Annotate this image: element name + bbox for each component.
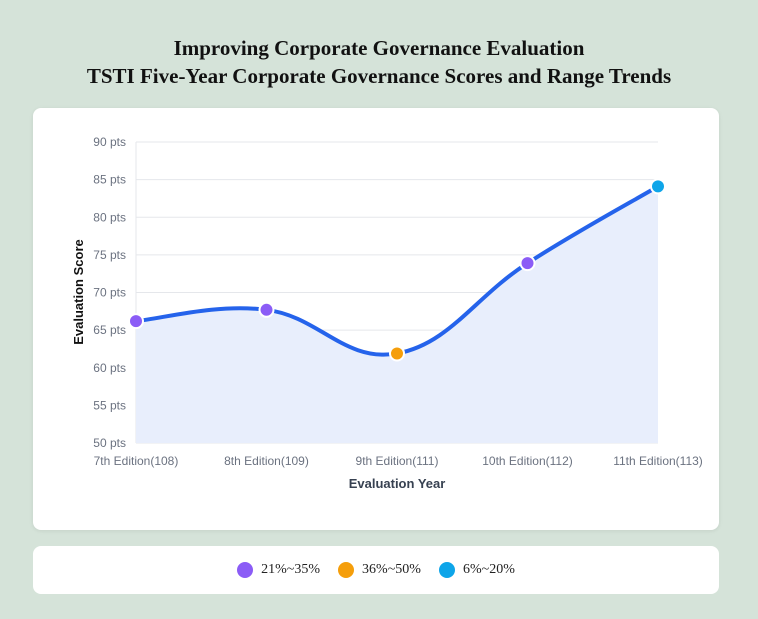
data-point [519,255,536,272]
y-tick-label: 50 pts [93,436,126,450]
data-point [258,301,275,318]
x-tick-label: 8th Edition(109) [224,454,309,468]
x-tick-label: 7th Edition(108) [94,454,179,468]
legend: 21%~35% 36%~50% 6%~20% [33,546,719,594]
legend-label: 21%~35% [261,562,321,577]
y-tick-label: 55 pts [93,398,126,412]
x-tick-label: 11th Edition(113) [613,454,703,468]
legend-swatch-icon [237,562,254,578]
legend-swatch-icon [338,562,355,578]
y-tick-label: 80 pts [93,210,126,224]
y-tick-label: 70 pts [93,286,126,300]
y-tick-label: 90 pts [93,135,126,149]
data-point [128,313,144,330]
legend-item[interactable]: 6%~20% [438,562,515,578]
data-point [650,178,666,195]
x-tick-label: 9th Edition(111) [356,454,439,468]
title-line-2: TSTI Five-Year Corporate Governance Scor… [86,64,672,88]
y-tick-label: 75 pts [93,248,126,262]
chart-title: Improving Corporate Governance Evaluatio… [0,34,758,90]
y-tick-label: 65 pts [93,323,126,337]
legend-item[interactable]: 36%~50% [338,562,421,578]
legend-swatch-icon [438,562,455,578]
legend-item[interactable]: 21%~35% [237,562,320,578]
legend-label: 6%~20% [462,562,515,577]
x-axis-title: Evaluation Year [349,476,446,491]
y-tick-label: 60 pts [93,361,126,375]
title-line-1: Improving Corporate Governance Evaluatio… [173,36,585,60]
y-axis-title: Evaluation Score [71,239,86,344]
data-point [389,345,405,362]
legend-label: 36%~50% [362,562,421,577]
x-tick-label: 10th Edition(112) [482,454,573,468]
area-fill [136,186,658,443]
y-tick-label: 85 pts [93,173,126,187]
